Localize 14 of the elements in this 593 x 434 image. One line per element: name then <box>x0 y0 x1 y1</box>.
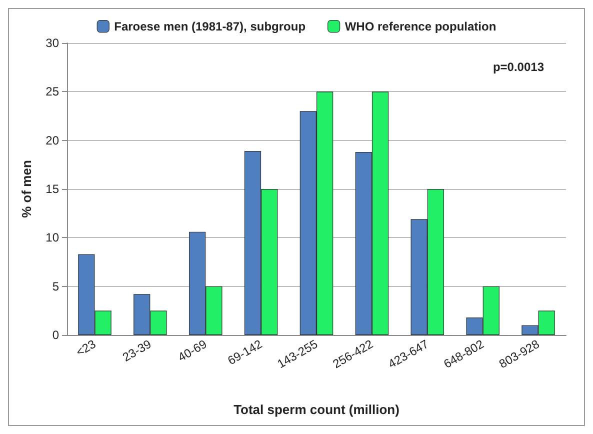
y-tick-label: 15 <box>46 182 60 196</box>
y-tick-label: 0 <box>52 328 60 342</box>
x-tick-label: <23 <box>74 336 98 360</box>
y-tick-label: 5 <box>52 279 60 294</box>
annotation: p=0.0013 <box>492 60 544 74</box>
legend-label: WHO reference population <box>344 19 496 34</box>
x-tick-label: 40-69 <box>176 336 210 364</box>
y-axis-title: % of men <box>19 160 34 218</box>
y-tick-label: 20 <box>46 133 60 148</box>
x-axis-title: Total sperm count (million) <box>234 402 400 417</box>
legend-label: Faroese men (1981-87), subgroup <box>114 19 306 34</box>
y-tick-label: 25 <box>46 84 60 99</box>
y-tick-label: 10 <box>46 230 60 245</box>
y-tick-label: 30 <box>46 36 60 50</box>
